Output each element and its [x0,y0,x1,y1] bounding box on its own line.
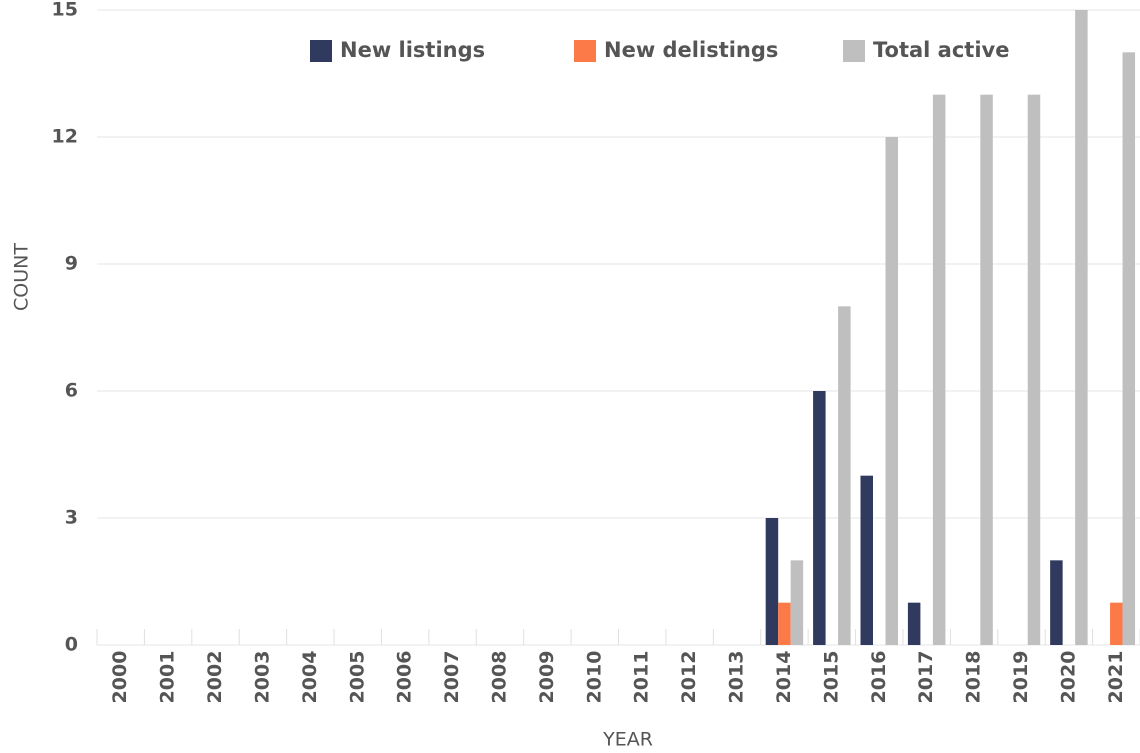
bar [1122,52,1136,646]
x-tick-label: 2016 [868,651,890,704]
x-tick-label: 2008 [488,651,510,704]
x-axis-label: YEAR [602,729,653,751]
legend-label: New delistings [604,38,778,62]
x-tick-label: 2018 [963,651,985,704]
bar [778,602,791,645]
x-tick-label: 2015 [820,651,842,704]
bar [1050,560,1063,645]
x-tick-label: 2005 [346,651,368,704]
x-tick-label: 2002 [204,651,226,704]
x-tick-label: 2012 [678,651,700,704]
bar [765,518,779,645]
bar [838,306,851,645]
x-tick-label: 2006 [394,651,416,704]
x-tick-label: 2011 [631,651,653,704]
x-tick-label: 2003 [251,651,273,704]
x-tick-label: 2007 [441,651,463,704]
y-tick-label: 0 [65,634,78,656]
bar [813,391,826,645]
y-tick-label: 15 [52,0,78,21]
x-tick-label: 2021 [1105,651,1127,704]
y-tick-label: 6 [65,380,78,402]
x-tick-label: 2020 [1057,651,1079,704]
legend-swatch [574,40,596,62]
bar [1075,10,1088,645]
bar [932,94,946,645]
x-tick-label: 2009 [536,651,558,704]
bar [860,475,873,645]
bar [980,94,993,645]
x-tick-label: 2017 [915,651,937,704]
x-tick-label: 2013 [726,651,748,704]
legend-label: Total active [873,38,1009,62]
y-tick-label: 3 [65,507,78,529]
bar [1110,602,1123,645]
y-axis-label: COUNT [11,243,33,311]
x-tick-label: 2014 [773,651,795,704]
bar [790,560,804,645]
x-tick-label: 2000 [109,651,131,704]
legend-swatch [310,40,332,62]
bar [907,602,921,645]
y-tick-label: 12 [52,126,78,148]
x-tick-label: 2001 [157,651,179,704]
bar [1027,94,1041,645]
bar [885,137,898,645]
x-tick-label: 2004 [299,651,321,704]
y-tick-label: 9 [65,253,78,275]
x-tick-label: 2019 [1010,651,1032,704]
legend-swatch [843,40,865,62]
legend-label: New listings [340,38,485,62]
x-tick-label: 2010 [583,651,605,704]
